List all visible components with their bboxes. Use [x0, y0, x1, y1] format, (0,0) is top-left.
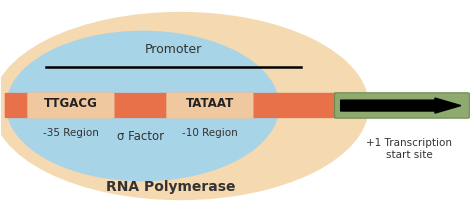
- Text: -10 Region: -10 Region: [182, 128, 238, 138]
- Text: -35 Region: -35 Region: [43, 128, 99, 138]
- FancyBboxPatch shape: [335, 93, 469, 118]
- FancyBboxPatch shape: [5, 93, 337, 118]
- Text: RNA Polymerase: RNA Polymerase: [106, 180, 236, 194]
- FancyArrow shape: [341, 98, 461, 113]
- FancyBboxPatch shape: [27, 92, 115, 119]
- Text: Promoter: Promoter: [145, 43, 202, 56]
- Text: +1 Transcription
start site: +1 Transcription start site: [366, 138, 452, 160]
- Ellipse shape: [6, 31, 279, 181]
- Text: TATAAT: TATAAT: [186, 97, 234, 110]
- Text: σ Factor: σ Factor: [117, 130, 164, 143]
- FancyBboxPatch shape: [166, 92, 254, 119]
- Ellipse shape: [0, 12, 369, 200]
- Text: TTGACG: TTGACG: [44, 97, 98, 110]
